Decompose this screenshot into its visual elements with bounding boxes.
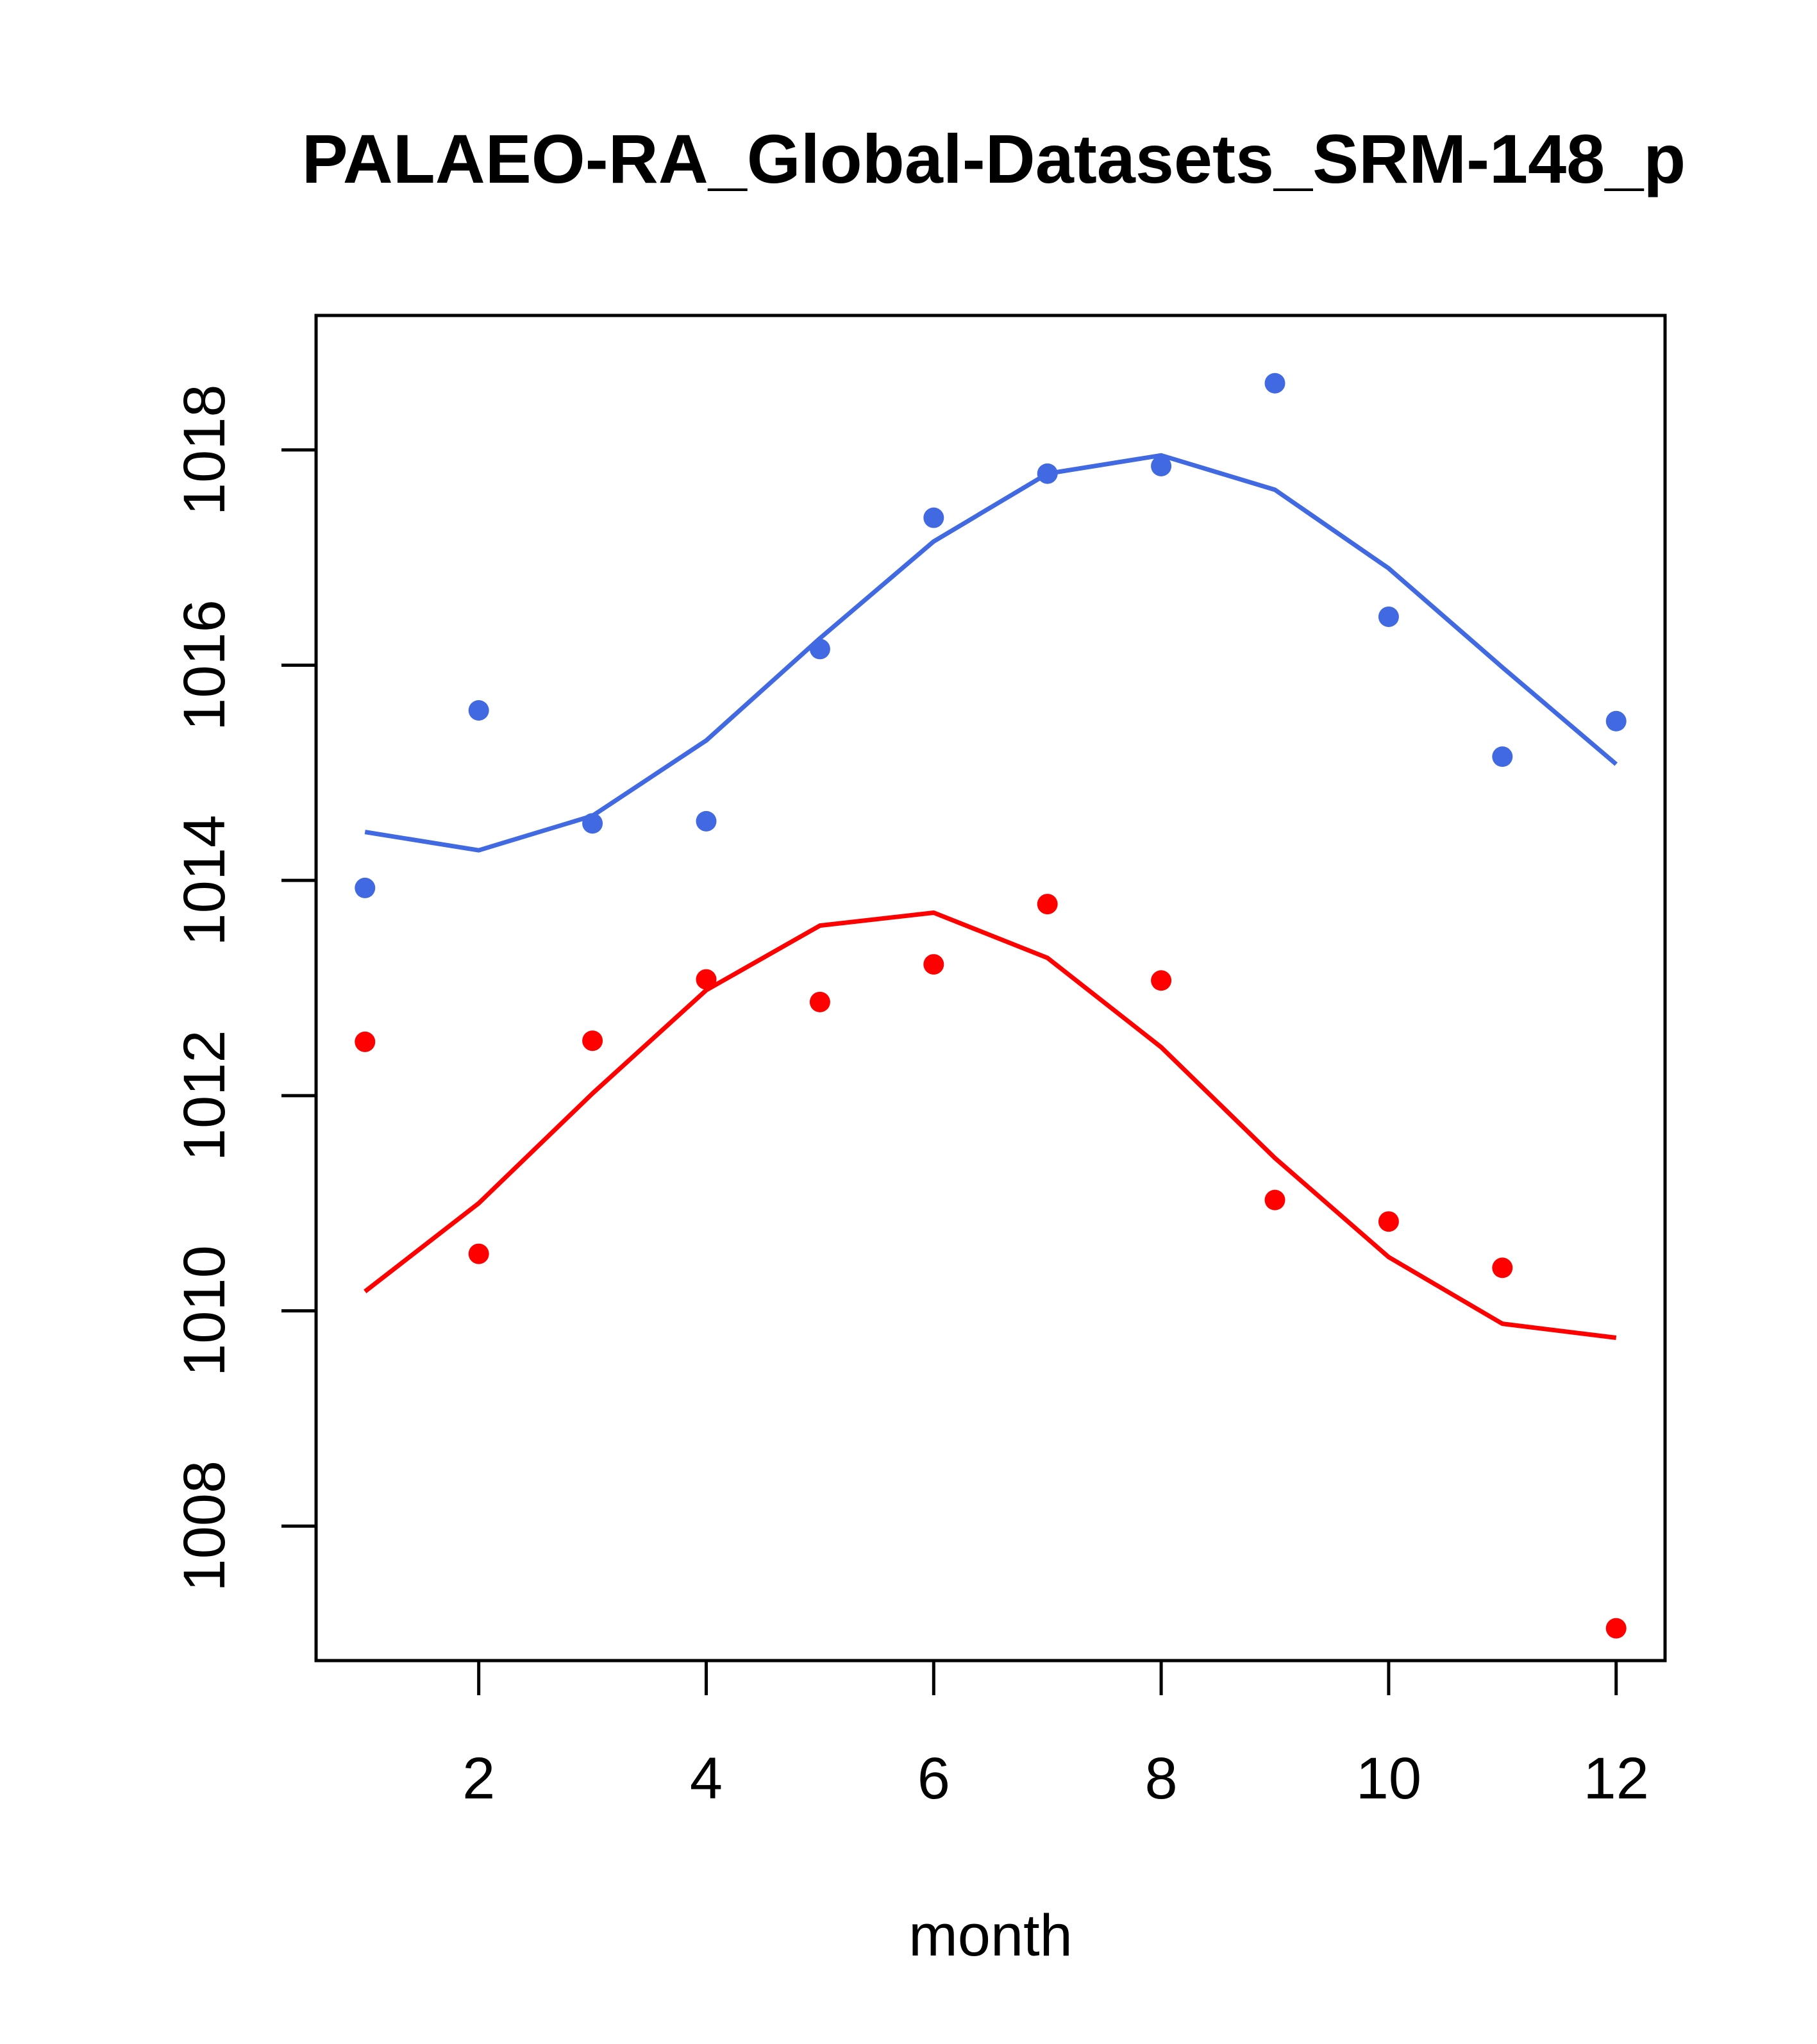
series-layer (355, 373, 1627, 1639)
y-axis: 1008 1010 1012 1014 1016 1018 (172, 384, 318, 1592)
data-point-blue (696, 810, 717, 832)
data-point-blue (809, 639, 830, 660)
data-point-red (355, 1031, 376, 1052)
data-point-blue (355, 877, 376, 898)
data-point-red (582, 1030, 603, 1051)
y-tick-label: 1010 (172, 1245, 237, 1377)
data-point-blue (582, 813, 603, 834)
x-tick-label: 10 (1356, 1746, 1421, 1811)
data-point-red (1378, 1211, 1399, 1232)
data-point-blue (1605, 710, 1627, 732)
data-point-red (696, 969, 717, 990)
data-point-blue (1151, 455, 1172, 476)
data-point-red (809, 991, 830, 1012)
x-tick-label: 12 (1584, 1746, 1649, 1811)
x-tick-label: 4 (690, 1746, 723, 1811)
series-line-blue (364, 453, 1618, 853)
x-tick-label: 8 (1145, 1746, 1178, 1811)
data-point-blue (1378, 606, 1399, 627)
plot-frame (314, 314, 1667, 1663)
chart-title: PALAEO-RA_Global-Datasets_SRM-148_p (302, 120, 1686, 197)
data-point-red (1492, 1257, 1513, 1278)
data-point-red (1151, 970, 1172, 991)
y-tick-label: 1014 (172, 815, 237, 946)
y-tick-label: 1018 (172, 384, 237, 515)
series-red (355, 894, 1627, 1639)
y-tick-label: 1008 (172, 1461, 237, 1592)
data-point-red (1264, 1189, 1285, 1210)
data-point-blue (468, 699, 489, 721)
series-line-red (364, 910, 1617, 1340)
data-point-red (923, 954, 944, 975)
data-point-red (1605, 1618, 1627, 1639)
x-tick-label: 2 (462, 1746, 495, 1811)
data-point-red (1037, 894, 1058, 915)
data-point-blue (923, 507, 944, 528)
series-blue (355, 373, 1627, 898)
data-point-blue (1492, 746, 1513, 767)
data-point-red (468, 1243, 489, 1264)
y-tick-label: 1016 (172, 599, 237, 731)
x-axis-label: month (908, 1903, 1073, 1968)
y-tick-label: 1012 (172, 1030, 237, 1162)
data-point-blue (1037, 463, 1058, 484)
data-point-blue (1264, 373, 1285, 394)
x-tick-label: 6 (917, 1746, 950, 1811)
x-axis: 2 4 6 8 10 12 (462, 1659, 1649, 1811)
